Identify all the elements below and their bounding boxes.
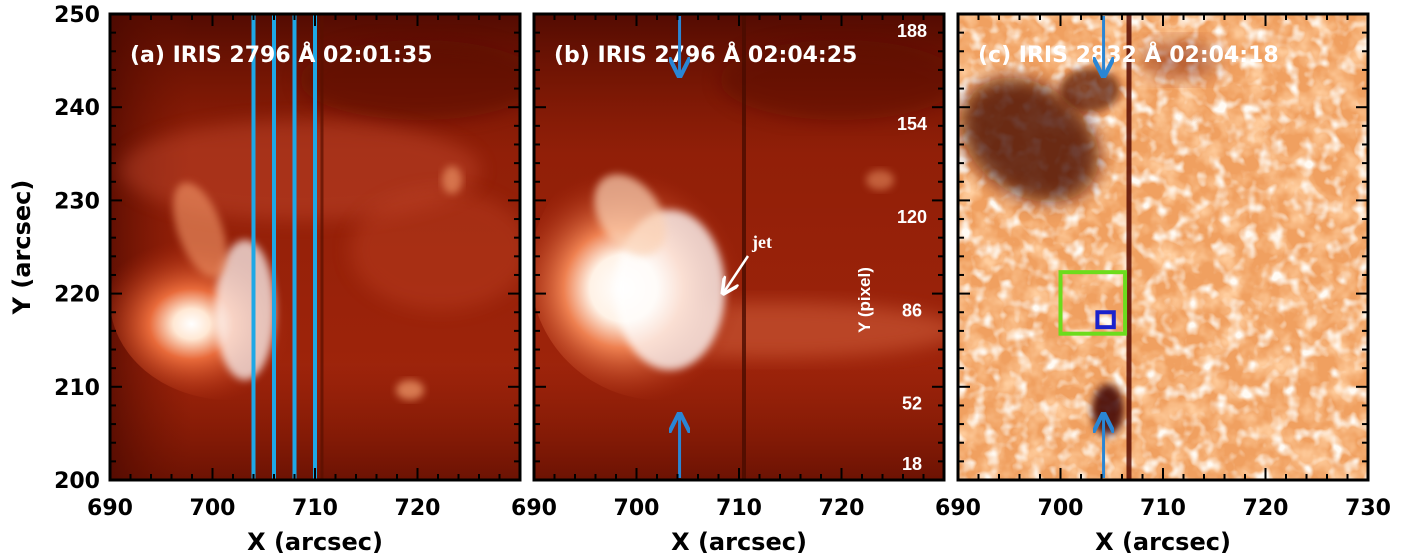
y-tick-label: 240: [54, 96, 100, 121]
x-tick-label: 710: [1140, 496, 1186, 521]
panel-b: (b) IRIS 2796 Å 02:04:25 jet Y (pixel) 1…: [532, 12, 946, 482]
slit-lines: [251, 14, 317, 480]
panel-c-image: [958, 14, 1368, 480]
pixel-tick-label: 154: [897, 114, 927, 134]
axis-ticks: 690 700 710 720 690 700 710 720 690 700 710 720 730 2…: [54, 3, 1391, 521]
x-axis-label-c: X (arcsec): [1095, 528, 1231, 556]
pixel-axis: Y (pixel) 18 52 86 120 154 188: [855, 21, 927, 474]
x-tick-label: 720: [395, 496, 441, 521]
x-tick-label: 690: [87, 496, 133, 521]
panel-b-title: (b) IRIS 2796 Å 02:04:25: [554, 42, 857, 68]
pixel-tick-label: 18: [902, 454, 922, 474]
y-tick-label: 250: [54, 3, 100, 28]
x-tick-label: 690: [511, 496, 557, 521]
y-tick-label: 200: [54, 469, 100, 494]
pixel-tick-label: 86: [902, 300, 922, 320]
x-tick-label: 690: [935, 496, 981, 521]
x-axis-label-a: X (arcsec): [247, 528, 383, 556]
x-tick-label: 700: [614, 496, 660, 521]
panel-c: (c) IRIS 2832 Å 02:04:18: [956, 12, 1370, 482]
x-tick-label: 730: [1345, 496, 1391, 521]
pixel-tick-label: 188: [897, 21, 927, 41]
jet-label: jet: [751, 232, 772, 252]
blue-region-box: [1095, 310, 1116, 330]
panel-a: (a) IRIS 2796 Å 02:01:35: [108, 12, 522, 482]
region-boxes: [1058, 270, 1128, 336]
y-tick-label: 210: [54, 376, 100, 401]
x-tick-label: 700: [1038, 496, 1084, 521]
y-axis-label: Y (arcsec): [8, 180, 36, 316]
arrows: [680, 16, 1104, 478]
green-region-box: [1058, 270, 1128, 336]
y-tick-label: 230: [54, 189, 100, 214]
pixel-tick-label: 120: [897, 207, 927, 227]
x-tick-label: 720: [819, 496, 865, 521]
panel-a-title: (a) IRIS 2796 Å 02:01:35: [130, 42, 432, 68]
y-tick-label: 220: [54, 283, 100, 308]
x-tick-label: 700: [190, 496, 236, 521]
panel-c-title: (c) IRIS 2832 Å 02:04:18: [978, 42, 1279, 68]
x-tick-label: 710: [716, 496, 762, 521]
x-tick-label: 710: [292, 496, 338, 521]
jet-annotation: jet: [724, 232, 772, 292]
x-tick-label: 720: [1243, 496, 1289, 521]
pixel-tick-label: 52: [902, 394, 922, 414]
panel-a-image: [110, 14, 520, 480]
jet-arrow-icon: [724, 255, 750, 292]
x-axis-label-b: X (arcsec): [671, 528, 807, 556]
pixel-axis-label: Y (pixel): [855, 267, 874, 333]
panel-b-image: [534, 14, 944, 480]
